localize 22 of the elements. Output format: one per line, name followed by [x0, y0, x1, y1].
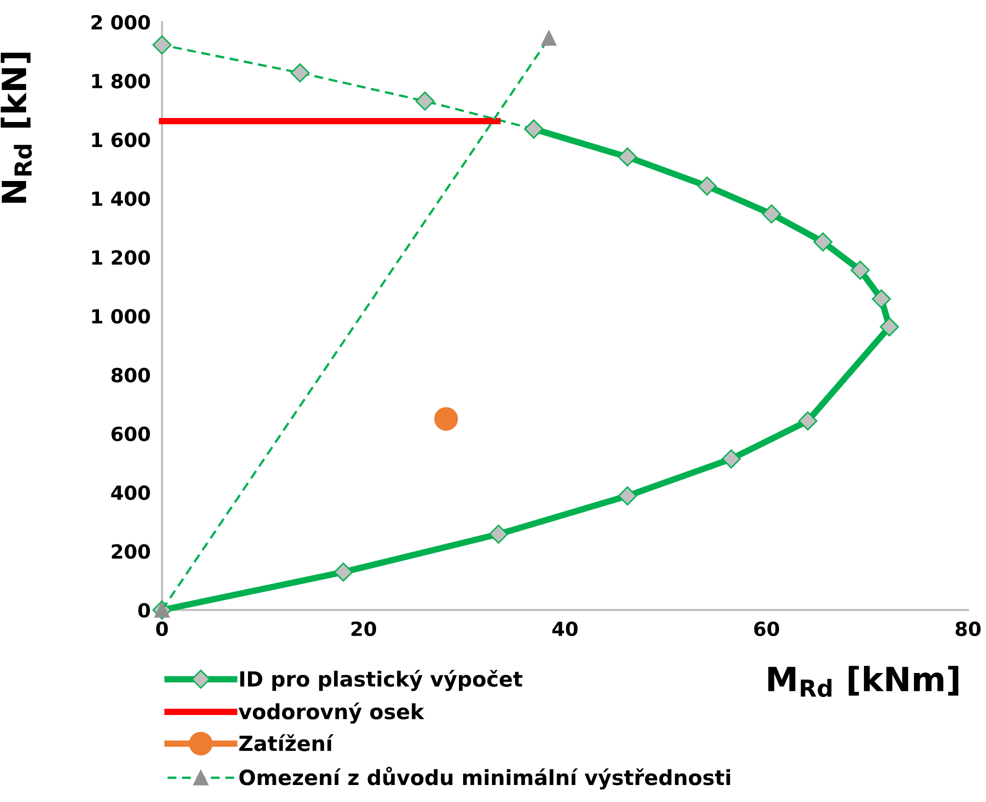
y-tick-label: 1 200	[92, 250, 150, 265]
x-tick-label: 0	[156, 621, 168, 636]
y-tick-label: 1 600	[92, 132, 150, 148]
legend-label: Zatížení	[239, 734, 334, 752]
y-axis-title: N$_{Rd}$ [kN]	[0, 52, 32, 203]
x-tick-label: 60	[754, 621, 780, 636]
y-tick-label: 1 400	[92, 191, 150, 206]
y-tick-label: 800	[111, 368, 150, 382]
legend-label: vodorovný osek	[238, 702, 424, 724]
y-tick-label: 1 800	[92, 74, 150, 88]
x-tick-label: 20	[352, 621, 376, 636]
y-tick-label: 1 000	[92, 308, 150, 324]
y-tick-label: 200	[112, 544, 150, 559]
y-tick-label: 400	[111, 485, 150, 500]
x-tick-label: 80	[956, 621, 981, 636]
x-tick-label: 40	[552, 621, 578, 636]
legend-label: ID pro plastický výpočet	[240, 670, 522, 692]
y-tick-label: 0	[138, 602, 150, 618]
x-axis-title: M$_{Rd}$ [kNm]	[768, 666, 958, 697]
y-tick-label: 2 000	[92, 14, 150, 30]
y-tick-label: 600	[112, 426, 150, 442]
legend-label: Omezení z důvodu minimální výstřednosti	[239, 766, 730, 790]
